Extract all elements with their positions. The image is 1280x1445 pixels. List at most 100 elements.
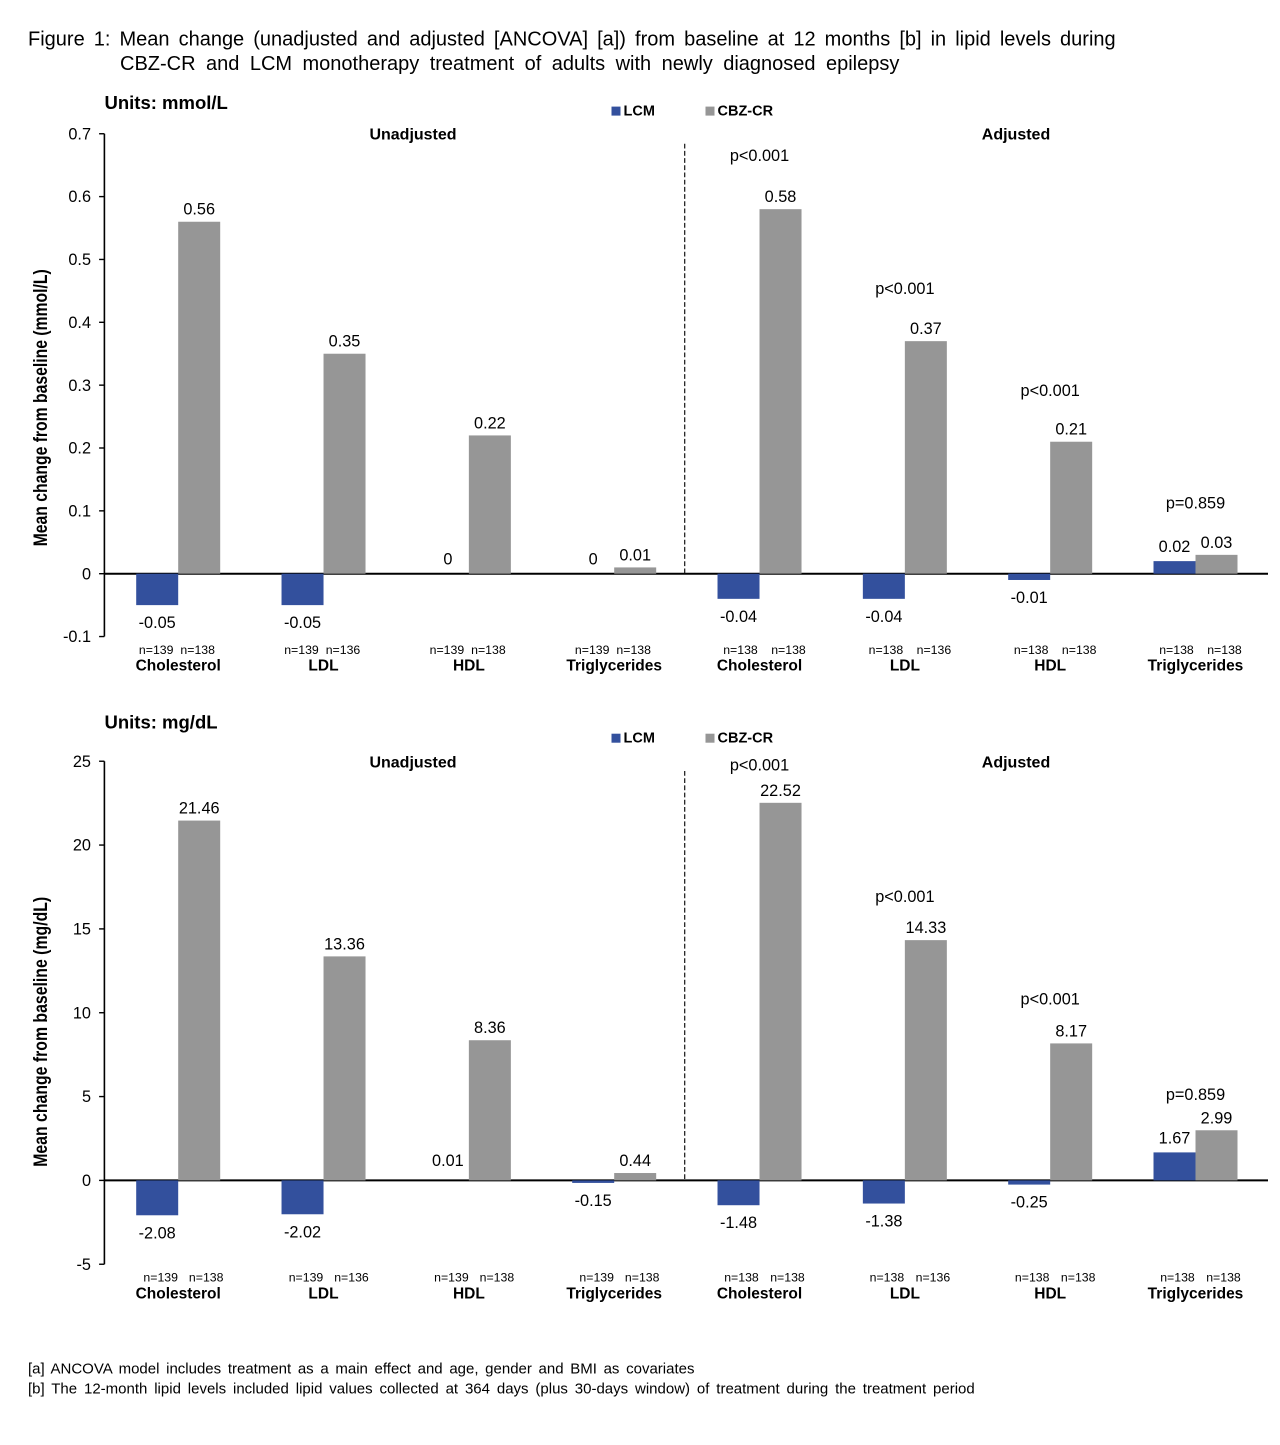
- svg-text:0.58: 0.58: [765, 188, 797, 206]
- svg-text:n=136: n=136: [334, 1270, 369, 1284]
- svg-text:Triglycerides: Triglycerides: [566, 1286, 662, 1303]
- svg-text:-2.08: -2.08: [139, 1224, 176, 1242]
- svg-text:-0.04: -0.04: [865, 608, 902, 626]
- svg-text:n=138: n=138: [869, 643, 904, 657]
- svg-text:n=136: n=136: [917, 643, 952, 657]
- svg-text:Cholesterol: Cholesterol: [136, 1286, 221, 1303]
- svg-text:0.1: 0.1: [68, 503, 91, 521]
- svg-text:p<0.001: p<0.001: [1021, 382, 1080, 400]
- svg-text:Adjusted: Adjusted: [982, 755, 1050, 772]
- svg-text:n=138: n=138: [1062, 643, 1097, 657]
- svg-text:LCM: LCM: [624, 730, 655, 746]
- svg-text:n=136: n=136: [326, 643, 361, 657]
- svg-text:Adjusted: Adjusted: [982, 127, 1050, 144]
- svg-text:0: 0: [82, 1172, 91, 1190]
- svg-text:-0.05: -0.05: [284, 614, 321, 632]
- svg-text:0.02: 0.02: [1159, 538, 1191, 556]
- svg-text:n=138: n=138: [1061, 1270, 1096, 1284]
- svg-text:0.03: 0.03: [1201, 534, 1233, 552]
- svg-text:Triglycerides: Triglycerides: [566, 658, 662, 675]
- svg-text:LCM: LCM: [624, 103, 655, 119]
- svg-text:0: 0: [82, 565, 91, 583]
- svg-text:-2.02: -2.02: [284, 1223, 321, 1241]
- svg-text:0.7: 0.7: [68, 125, 91, 143]
- svg-text:n=138: n=138: [1160, 1270, 1195, 1284]
- svg-text:10: 10: [73, 1004, 91, 1022]
- svg-text:-0.1: -0.1: [63, 628, 91, 646]
- svg-text:HDL: HDL: [453, 1286, 485, 1303]
- svg-text:0.3: 0.3: [68, 377, 91, 395]
- svg-text:n=138: n=138: [180, 643, 215, 657]
- svg-text:0.44: 0.44: [619, 1152, 651, 1170]
- svg-text:0.4: 0.4: [68, 314, 91, 332]
- svg-text:n=139: n=139: [575, 643, 610, 657]
- svg-text:-1.48: -1.48: [720, 1214, 757, 1232]
- svg-text:HDL: HDL: [1034, 658, 1066, 675]
- svg-text:25: 25: [73, 753, 91, 771]
- svg-text:14.33: 14.33: [906, 919, 947, 937]
- svg-text:Triglycerides: Triglycerides: [1148, 658, 1244, 675]
- svg-text:22.52: 22.52: [760, 782, 801, 800]
- svg-text:Triglycerides: Triglycerides: [1148, 1286, 1244, 1303]
- svg-text:0.01: 0.01: [619, 546, 651, 564]
- svg-text:Cholesterol: Cholesterol: [136, 658, 221, 675]
- svg-text:0.21: 0.21: [1055, 421, 1087, 439]
- svg-text:n=138: n=138: [723, 643, 758, 657]
- svg-text:CBZ-CR: CBZ-CR: [718, 103, 774, 119]
- svg-text:Cholesterol: Cholesterol: [717, 658, 802, 675]
- svg-text:0.35: 0.35: [329, 333, 361, 351]
- svg-text:n=138: n=138: [1207, 643, 1242, 657]
- svg-text:LDL: LDL: [308, 1286, 338, 1303]
- svg-text:2.99: 2.99: [1201, 1109, 1233, 1127]
- svg-text:n=139: n=139: [143, 1270, 178, 1284]
- svg-text:LDL: LDL: [890, 658, 920, 675]
- svg-text:n=138: n=138: [1014, 643, 1049, 657]
- svg-text:15: 15: [73, 921, 91, 939]
- svg-text:p<0.001: p<0.001: [730, 757, 789, 775]
- svg-text:-1.38: -1.38: [865, 1213, 902, 1231]
- svg-text:p=0.859: p=0.859: [1166, 1086, 1225, 1104]
- svg-text:n=139: n=139: [289, 1270, 324, 1284]
- svg-text:[b] The 12-month lipid levels: [b] The 12-month lipid levels included l…: [28, 1380, 975, 1397]
- svg-text:n=138: n=138: [1206, 1270, 1241, 1284]
- svg-text:0.37: 0.37: [910, 320, 942, 338]
- svg-text:Mean change from baseline (mg/: Mean change from baseline (mg/dL): [30, 897, 52, 1167]
- svg-text:20: 20: [73, 837, 91, 855]
- svg-text:p<0.001: p<0.001: [875, 888, 934, 906]
- svg-text:Unadjusted: Unadjusted: [369, 127, 456, 144]
- svg-text:0.56: 0.56: [183, 201, 215, 219]
- svg-text:HDL: HDL: [453, 658, 485, 675]
- svg-text:p=0.859: p=0.859: [1166, 495, 1225, 513]
- svg-text:n=138: n=138: [471, 643, 506, 657]
- svg-text:CBZ-CR and LCM monotherapy tre: CBZ-CR and LCM monotherapy treatment of …: [120, 53, 899, 75]
- svg-text:5: 5: [82, 1088, 91, 1106]
- svg-text:Units: mg/dL: Units: mg/dL: [105, 712, 218, 733]
- svg-text:n=138: n=138: [771, 643, 806, 657]
- svg-text:Unadjusted: Unadjusted: [369, 755, 456, 772]
- svg-text:-5: -5: [77, 1256, 91, 1274]
- svg-text:[a] ANCOVA model includes trea: [a] ANCOVA model includes treatment as a…: [28, 1360, 694, 1377]
- svg-text:Figure 1: Mean change (unadjus: Figure 1: Mean change (unadjusted and ad…: [28, 29, 1116, 51]
- svg-text:-0.25: -0.25: [1011, 1194, 1048, 1212]
- svg-text:n=138: n=138: [1015, 1270, 1050, 1284]
- svg-text:0.01: 0.01: [432, 1152, 464, 1170]
- svg-text:n=139: n=139: [579, 1270, 614, 1284]
- svg-text:8.36: 8.36: [474, 1019, 506, 1037]
- svg-text:0.6: 0.6: [68, 188, 91, 206]
- svg-text:n=139: n=139: [434, 1270, 469, 1284]
- svg-text:-0.15: -0.15: [575, 1192, 612, 1210]
- svg-text:0.2: 0.2: [68, 440, 91, 458]
- svg-text:CBZ-CR: CBZ-CR: [718, 730, 774, 746]
- svg-text:n=139: n=139: [284, 643, 319, 657]
- svg-text:0: 0: [443, 551, 452, 569]
- svg-text:n=138: n=138: [724, 1270, 759, 1284]
- svg-text:n=138: n=138: [1159, 643, 1194, 657]
- svg-text:n=136: n=136: [916, 1270, 951, 1284]
- svg-text:n=138: n=138: [189, 1270, 224, 1284]
- svg-text:21.46: 21.46: [179, 800, 220, 818]
- svg-text:1.67: 1.67: [1159, 1129, 1191, 1147]
- svg-text:n=138: n=138: [870, 1270, 905, 1284]
- svg-text:n=138: n=138: [770, 1270, 805, 1284]
- svg-text:Units: mmol/L: Units: mmol/L: [105, 92, 228, 113]
- svg-text:LDL: LDL: [308, 658, 338, 675]
